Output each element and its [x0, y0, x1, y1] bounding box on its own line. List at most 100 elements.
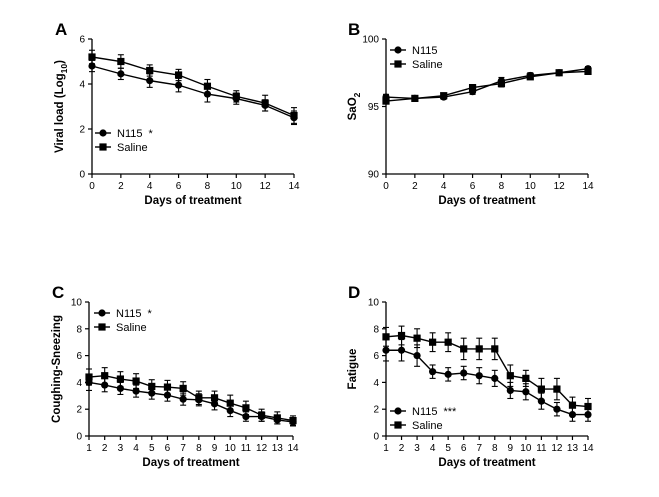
- data-point: [85, 373, 93, 381]
- data-point: [289, 416, 297, 425]
- series-saline: [85, 367, 297, 426]
- y-tick-label: 100: [362, 35, 379, 46]
- data-point: [413, 334, 421, 342]
- x-tick-label: 5: [149, 443, 155, 454]
- data-point: [397, 331, 406, 340]
- legend-label: N115: [117, 128, 142, 140]
- data-point: [475, 372, 483, 380]
- data-point: [382, 333, 390, 341]
- data-point: [555, 69, 563, 77]
- data-point: [148, 382, 156, 391]
- data-point: [413, 352, 421, 360]
- data-point: [460, 369, 468, 377]
- data-point: [444, 370, 452, 378]
- data-point: [584, 67, 592, 75]
- x-tick-label: 11: [536, 443, 547, 454]
- x-tick-label: 12: [256, 443, 268, 454]
- data-point: [522, 374, 530, 382]
- data-point: [132, 377, 140, 385]
- y-tick-label: 10: [71, 298, 83, 309]
- x-tick-label: 13: [272, 443, 284, 454]
- legend-label: Saline: [412, 59, 443, 71]
- data-point: [242, 404, 250, 412]
- data-point: [195, 394, 203, 402]
- x-tick-label: 9: [508, 443, 514, 454]
- legend: N115 *Saline: [94, 308, 152, 334]
- data-point: [210, 394, 219, 402]
- panel-letter: D: [348, 283, 360, 302]
- x-tick-label: 8: [492, 443, 498, 454]
- data-point: [382, 346, 390, 354]
- data-point: [174, 81, 183, 89]
- y-tick-label: 2: [76, 405, 82, 416]
- legend-label: N115: [412, 45, 437, 57]
- x-axis-label: Days of treatment: [438, 195, 535, 207]
- data-point: [537, 385, 545, 393]
- data-point: [203, 90, 212, 98]
- x-tick-label: 6: [176, 181, 182, 192]
- data-point: [491, 374, 499, 382]
- legend-marker: [394, 46, 402, 54]
- x-tick-label: 5: [445, 443, 451, 454]
- y-tick-label: 2: [79, 125, 85, 136]
- data-point: [497, 79, 506, 88]
- legend-label: N115: [116, 308, 141, 320]
- x-tick-label: 14: [582, 181, 594, 192]
- x-axis-label: Days of treatment: [438, 457, 535, 469]
- panel-letter: C: [52, 283, 64, 302]
- legend-marker: [394, 421, 402, 429]
- data-point: [553, 405, 561, 413]
- y-axis-label: Fatigue: [347, 349, 359, 390]
- data-point: [232, 92, 240, 100]
- data-point: [179, 395, 187, 403]
- data-point: [258, 411, 266, 419]
- data-point: [261, 99, 269, 107]
- series-line: [385, 70, 589, 102]
- x-tick-label: 4: [133, 443, 139, 454]
- panel-letter: B: [348, 20, 360, 39]
- data-point: [382, 97, 390, 105]
- x-tick-label: 10: [225, 443, 237, 454]
- data-point: [179, 384, 187, 393]
- x-tick-label: 6: [470, 181, 476, 192]
- data-point: [226, 399, 234, 407]
- legend-label: Saline: [116, 322, 147, 334]
- data-point: [132, 387, 140, 395]
- y-tick-label: 8: [76, 324, 82, 335]
- x-tick-label: 10: [231, 181, 243, 192]
- series-saline: [382, 325, 592, 416]
- y-axis-label: Viral load (Log10): [54, 60, 69, 153]
- x-tick-label: 0: [89, 181, 95, 192]
- x-tick-label: 4: [441, 181, 447, 192]
- x-tick-label: 12: [551, 443, 563, 454]
- data-point: [203, 82, 212, 90]
- data-point: [475, 345, 483, 353]
- legend-marker: [99, 129, 107, 137]
- y-tick-label: 0: [79, 170, 85, 181]
- x-tick-label: 10: [525, 181, 537, 192]
- x-tick-label: 0: [383, 181, 389, 192]
- data-point: [506, 386, 514, 395]
- x-tick-label: 9: [212, 443, 218, 454]
- data-point: [273, 414, 281, 422]
- x-tick-label: 8: [499, 181, 505, 192]
- data-point: [429, 368, 437, 376]
- legend: N115 ***Saline: [390, 406, 457, 432]
- legend-label: Saline: [412, 420, 443, 432]
- y-tick-label: 2: [373, 405, 379, 416]
- x-tick-label: 13: [567, 443, 579, 454]
- y-tick-label: 10: [368, 298, 380, 309]
- x-tick-label: 14: [287, 443, 299, 454]
- data-point: [460, 345, 468, 353]
- series-line: [385, 334, 589, 408]
- x-tick-label: 12: [554, 181, 566, 192]
- data-point: [117, 57, 125, 66]
- y-tick-label: 0: [76, 432, 82, 443]
- data-point: [117, 70, 125, 78]
- y-tick-label: 4: [373, 378, 379, 389]
- x-tick-label: 1: [383, 443, 389, 454]
- y-tick-label: 8: [373, 324, 379, 335]
- x-axis-label: Days of treatment: [144, 195, 241, 207]
